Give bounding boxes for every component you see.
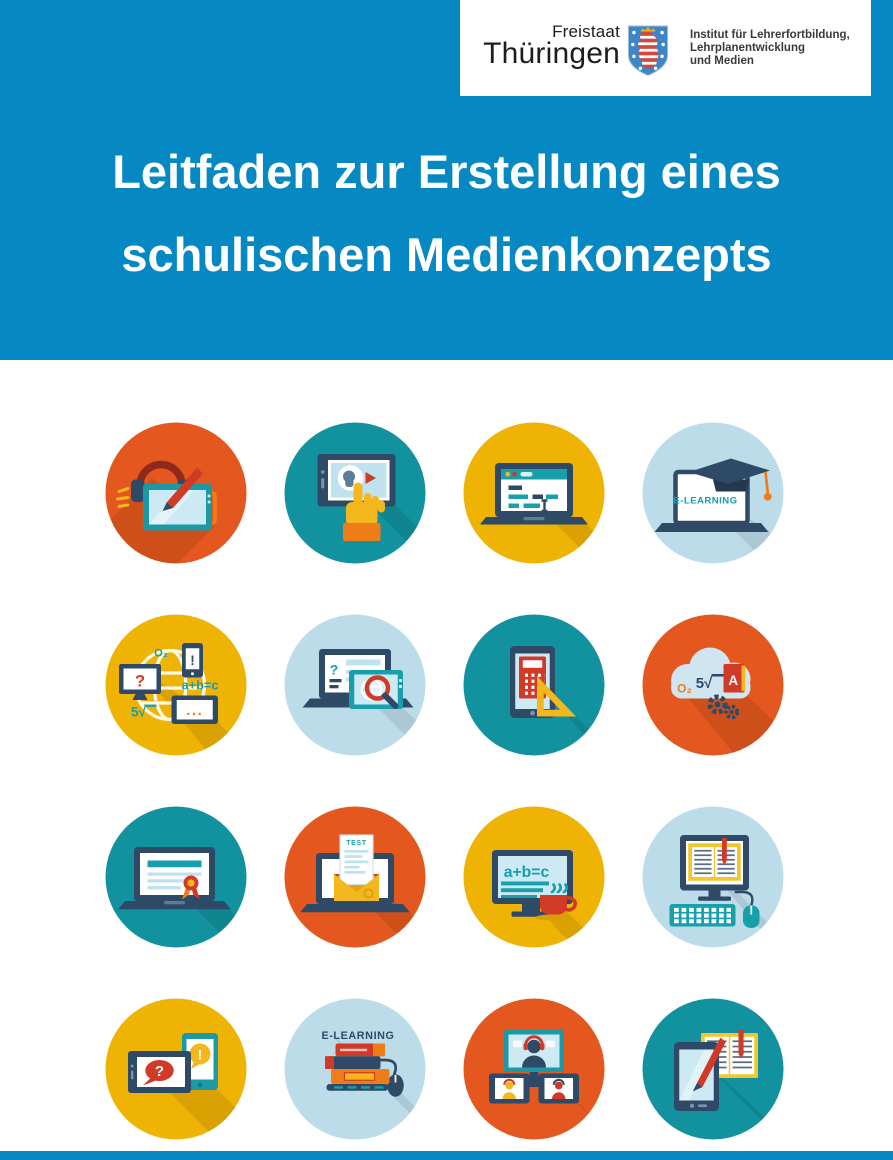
formula-text: a+b=c bbox=[182, 678, 219, 693]
institute-line: Institut für Lehrerfortbildung, bbox=[690, 29, 850, 41]
question-text: ? bbox=[330, 663, 339, 679]
root-text: 5√ bbox=[131, 705, 147, 720]
elearning-text: E-LEARNING bbox=[673, 496, 737, 507]
laptop-test-mail-icon: TEST bbox=[284, 806, 426, 948]
footer-bar bbox=[0, 1151, 893, 1160]
exclamation-text: ! bbox=[198, 1047, 203, 1062]
elearning-books-mouse-icon: E-LEARNING bbox=[284, 998, 426, 1140]
thuringia-coat-of-arms-icon bbox=[627, 25, 669, 76]
elearning-laptop-graduation-icon: E-LEARNING bbox=[642, 422, 784, 564]
webinar-video-conference-icon bbox=[463, 998, 605, 1140]
root-text: 5√ bbox=[696, 675, 713, 692]
test-text: TEST bbox=[346, 840, 367, 847]
devices-question-answer-icon: ! ? bbox=[105, 998, 247, 1140]
o2-text: O₂ bbox=[677, 682, 692, 696]
letter-a-text: A bbox=[728, 673, 738, 688]
question-text: ? bbox=[135, 673, 145, 691]
formula-text: a+b=c bbox=[504, 864, 550, 881]
institute-text: Institut für Lehrerfortbildung, Lehrplan… bbox=[690, 29, 850, 67]
computer-open-book-icon bbox=[642, 806, 784, 948]
ellipsis-text: ... bbox=[186, 702, 203, 719]
headphones-tablet-pen-icon bbox=[105, 422, 247, 564]
laptop-browser-form-icon bbox=[463, 422, 605, 564]
institute-line: und Medien bbox=[690, 54, 754, 67]
cloud-learning-content-icon: O₂ 5√ A bbox=[642, 614, 784, 756]
laptop-certificate-icon bbox=[105, 806, 247, 948]
question-text: ? bbox=[155, 1063, 164, 1080]
cover-title: Leitfaden zur Erstellung eines schulisch… bbox=[0, 130, 893, 296]
laptop-research-magnifier-icon: ? bbox=[284, 614, 426, 756]
tablet-pen-notebook-icon bbox=[642, 998, 784, 1140]
cover-title-line1: Leitfaden zur Erstellung eines bbox=[112, 145, 781, 198]
global-learning-devices-icon: O₂ a+b=c ? ! ... 5√ bbox=[105, 614, 247, 756]
cover-title-line2: schulischen Medienkonzepts bbox=[121, 228, 772, 281]
touch-tablet-video-icon bbox=[284, 422, 426, 564]
state-name-top: Freistaat bbox=[552, 22, 620, 41]
screen-formula-coffee-icon: a+b=c bbox=[463, 806, 605, 948]
state-name-bottom: Thüringen bbox=[483, 37, 620, 70]
icon-grid: E-LEARNING O₂ bbox=[101, 418, 788, 1144]
tablet-calculator-geometry-icon bbox=[463, 614, 605, 756]
elearning-text: E-LEARNING bbox=[321, 1030, 394, 1042]
o2-text: O₂ bbox=[154, 648, 168, 660]
logo-box: Freistaat Thüringen Institut für Lehrerf… bbox=[460, 0, 871, 96]
exclamation-text: ! bbox=[190, 653, 195, 668]
institute-line: Lehrplanentwicklung bbox=[690, 41, 806, 54]
